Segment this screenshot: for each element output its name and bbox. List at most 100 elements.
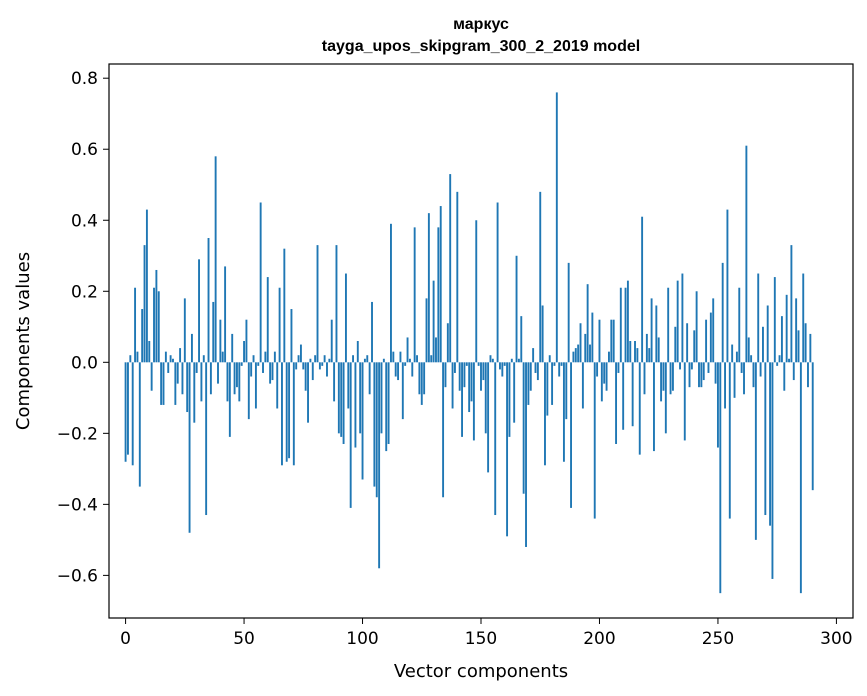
- bar: [401, 362, 404, 420]
- bar: [698, 362, 700, 388]
- bar: [527, 362, 530, 405]
- bar: [231, 333, 234, 363]
- bar: [695, 291, 698, 363]
- bar: [136, 351, 139, 363]
- bar: [480, 362, 482, 391]
- bar: [780, 316, 783, 363]
- bar: [669, 362, 672, 395]
- bar: [726, 209, 729, 363]
- bar: [359, 362, 362, 434]
- bar: [155, 269, 158, 363]
- bar: [311, 362, 314, 381]
- bar: [394, 362, 397, 377]
- bar: [157, 291, 160, 363]
- bar: [463, 362, 466, 388]
- bar: [468, 362, 471, 413]
- bar: [634, 341, 636, 363]
- bar: [392, 351, 395, 363]
- bar: [299, 344, 302, 363]
- bar: [247, 362, 250, 420]
- bar: [574, 348, 577, 363]
- bar: [385, 362, 388, 452]
- bar: [501, 362, 504, 377]
- bar: [693, 330, 696, 363]
- bar: [534, 362, 537, 373]
- x-tick-label: 300: [820, 629, 852, 649]
- bar: [195, 362, 198, 373]
- bar: [295, 362, 298, 370]
- bar: [356, 341, 359, 363]
- bar: [676, 280, 679, 363]
- bar: [179, 348, 182, 363]
- bar: [520, 316, 523, 363]
- bar: [465, 362, 468, 366]
- bar: [645, 333, 648, 363]
- bar: [610, 319, 613, 363]
- bar: [648, 348, 651, 363]
- x-tick-label: 150: [465, 629, 497, 649]
- bar: [214, 156, 217, 363]
- bar: [453, 362, 456, 373]
- bar: [145, 209, 148, 363]
- bar: [764, 362, 767, 516]
- bar: [188, 362, 191, 533]
- bar: [335, 245, 338, 363]
- bar: [245, 319, 248, 363]
- bar: [285, 362, 288, 462]
- bar: [752, 362, 755, 388]
- bar: [228, 362, 231, 437]
- bar: [683, 362, 686, 441]
- bar: [283, 248, 286, 363]
- bar: [390, 223, 392, 363]
- bar: [759, 362, 762, 377]
- y-tick-label: 0.0: [71, 353, 98, 373]
- bar: [558, 362, 561, 377]
- bar: [622, 362, 625, 430]
- bar: [408, 358, 411, 363]
- bar: [667, 287, 670, 363]
- bar: [712, 298, 715, 363]
- bar: [238, 362, 241, 402]
- bar: [771, 362, 774, 579]
- bar: [446, 323, 449, 363]
- bar: [593, 362, 596, 519]
- bar: [529, 362, 532, 391]
- bar: [747, 337, 750, 363]
- bar: [773, 277, 776, 363]
- bar: [487, 362, 490, 473]
- bar: [174, 362, 177, 405]
- bar: [728, 362, 731, 519]
- bar: [705, 319, 708, 363]
- bar: [650, 298, 653, 363]
- bar: [264, 351, 267, 363]
- bar: [570, 362, 572, 508]
- bar: [496, 202, 499, 363]
- bar: [608, 351, 610, 363]
- y-axis-label: Components values: [13, 252, 34, 430]
- bar: [127, 362, 129, 455]
- bar: [162, 362, 165, 405]
- bar: [202, 355, 205, 363]
- bar: [411, 362, 414, 377]
- bar: [617, 362, 620, 373]
- bar: [190, 333, 193, 363]
- bar: [205, 362, 208, 516]
- y-tick-label: 0.6: [71, 140, 98, 160]
- bar: [328, 358, 331, 363]
- x-tick-label: 100: [346, 629, 378, 649]
- bar: [567, 262, 570, 363]
- bar: [605, 362, 608, 391]
- bar: [783, 362, 786, 391]
- bar: [304, 362, 307, 391]
- bar: [456, 191, 459, 363]
- bar: [778, 355, 781, 363]
- bar: [439, 206, 442, 363]
- bar: [259, 202, 262, 363]
- bar: [548, 355, 551, 363]
- bar: [804, 323, 807, 363]
- bar: [581, 362, 584, 409]
- bar: [219, 319, 222, 363]
- bar: [598, 319, 601, 363]
- bar: [522, 362, 525, 494]
- bar: [716, 362, 719, 448]
